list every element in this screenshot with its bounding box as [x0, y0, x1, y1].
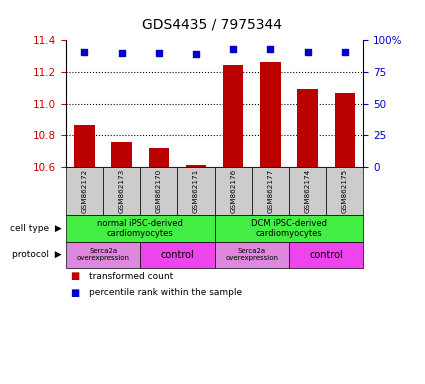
Bar: [334, 93, 355, 167]
Point: [304, 49, 311, 55]
Text: percentile rank within the sample: percentile rank within the sample: [89, 288, 242, 297]
Text: GSM862170: GSM862170: [156, 169, 162, 213]
Text: Serca2a
overexpression: Serca2a overexpression: [76, 248, 130, 262]
Bar: [186, 165, 206, 167]
Text: GSM862172: GSM862172: [82, 169, 88, 213]
Text: control: control: [161, 250, 194, 260]
Bar: [149, 148, 169, 167]
Text: GDS4435 / 7975344: GDS4435 / 7975344: [142, 17, 283, 31]
Point: [193, 51, 199, 57]
Bar: [260, 62, 281, 167]
Text: GSM862174: GSM862174: [305, 169, 311, 213]
Bar: [74, 125, 95, 167]
Point: [267, 46, 274, 52]
Text: GSM862177: GSM862177: [267, 169, 273, 213]
Bar: [298, 89, 318, 167]
Text: transformed count: transformed count: [89, 272, 173, 281]
Text: DCM iPSC-derived
cardiomyocytes: DCM iPSC-derived cardiomyocytes: [251, 219, 327, 238]
Text: ■: ■: [70, 288, 79, 298]
Point: [81, 49, 88, 55]
Text: normal iPSC-derived
cardiomyocytes: normal iPSC-derived cardiomyocytes: [97, 219, 183, 238]
Text: ■: ■: [70, 271, 79, 281]
Text: GSM862173: GSM862173: [119, 169, 125, 213]
Text: GSM862176: GSM862176: [230, 169, 236, 213]
Text: GSM862175: GSM862175: [342, 169, 348, 213]
Point: [341, 49, 348, 55]
Point: [118, 50, 125, 56]
Bar: [111, 142, 132, 167]
Point: [230, 46, 237, 52]
Text: protocol  ▶: protocol ▶: [12, 250, 62, 260]
Bar: [223, 65, 244, 167]
Text: Serca2a
overexpression: Serca2a overexpression: [225, 248, 278, 262]
Point: [156, 50, 162, 56]
Text: cell type  ▶: cell type ▶: [10, 224, 62, 233]
Text: control: control: [309, 250, 343, 260]
Text: GSM862171: GSM862171: [193, 169, 199, 213]
